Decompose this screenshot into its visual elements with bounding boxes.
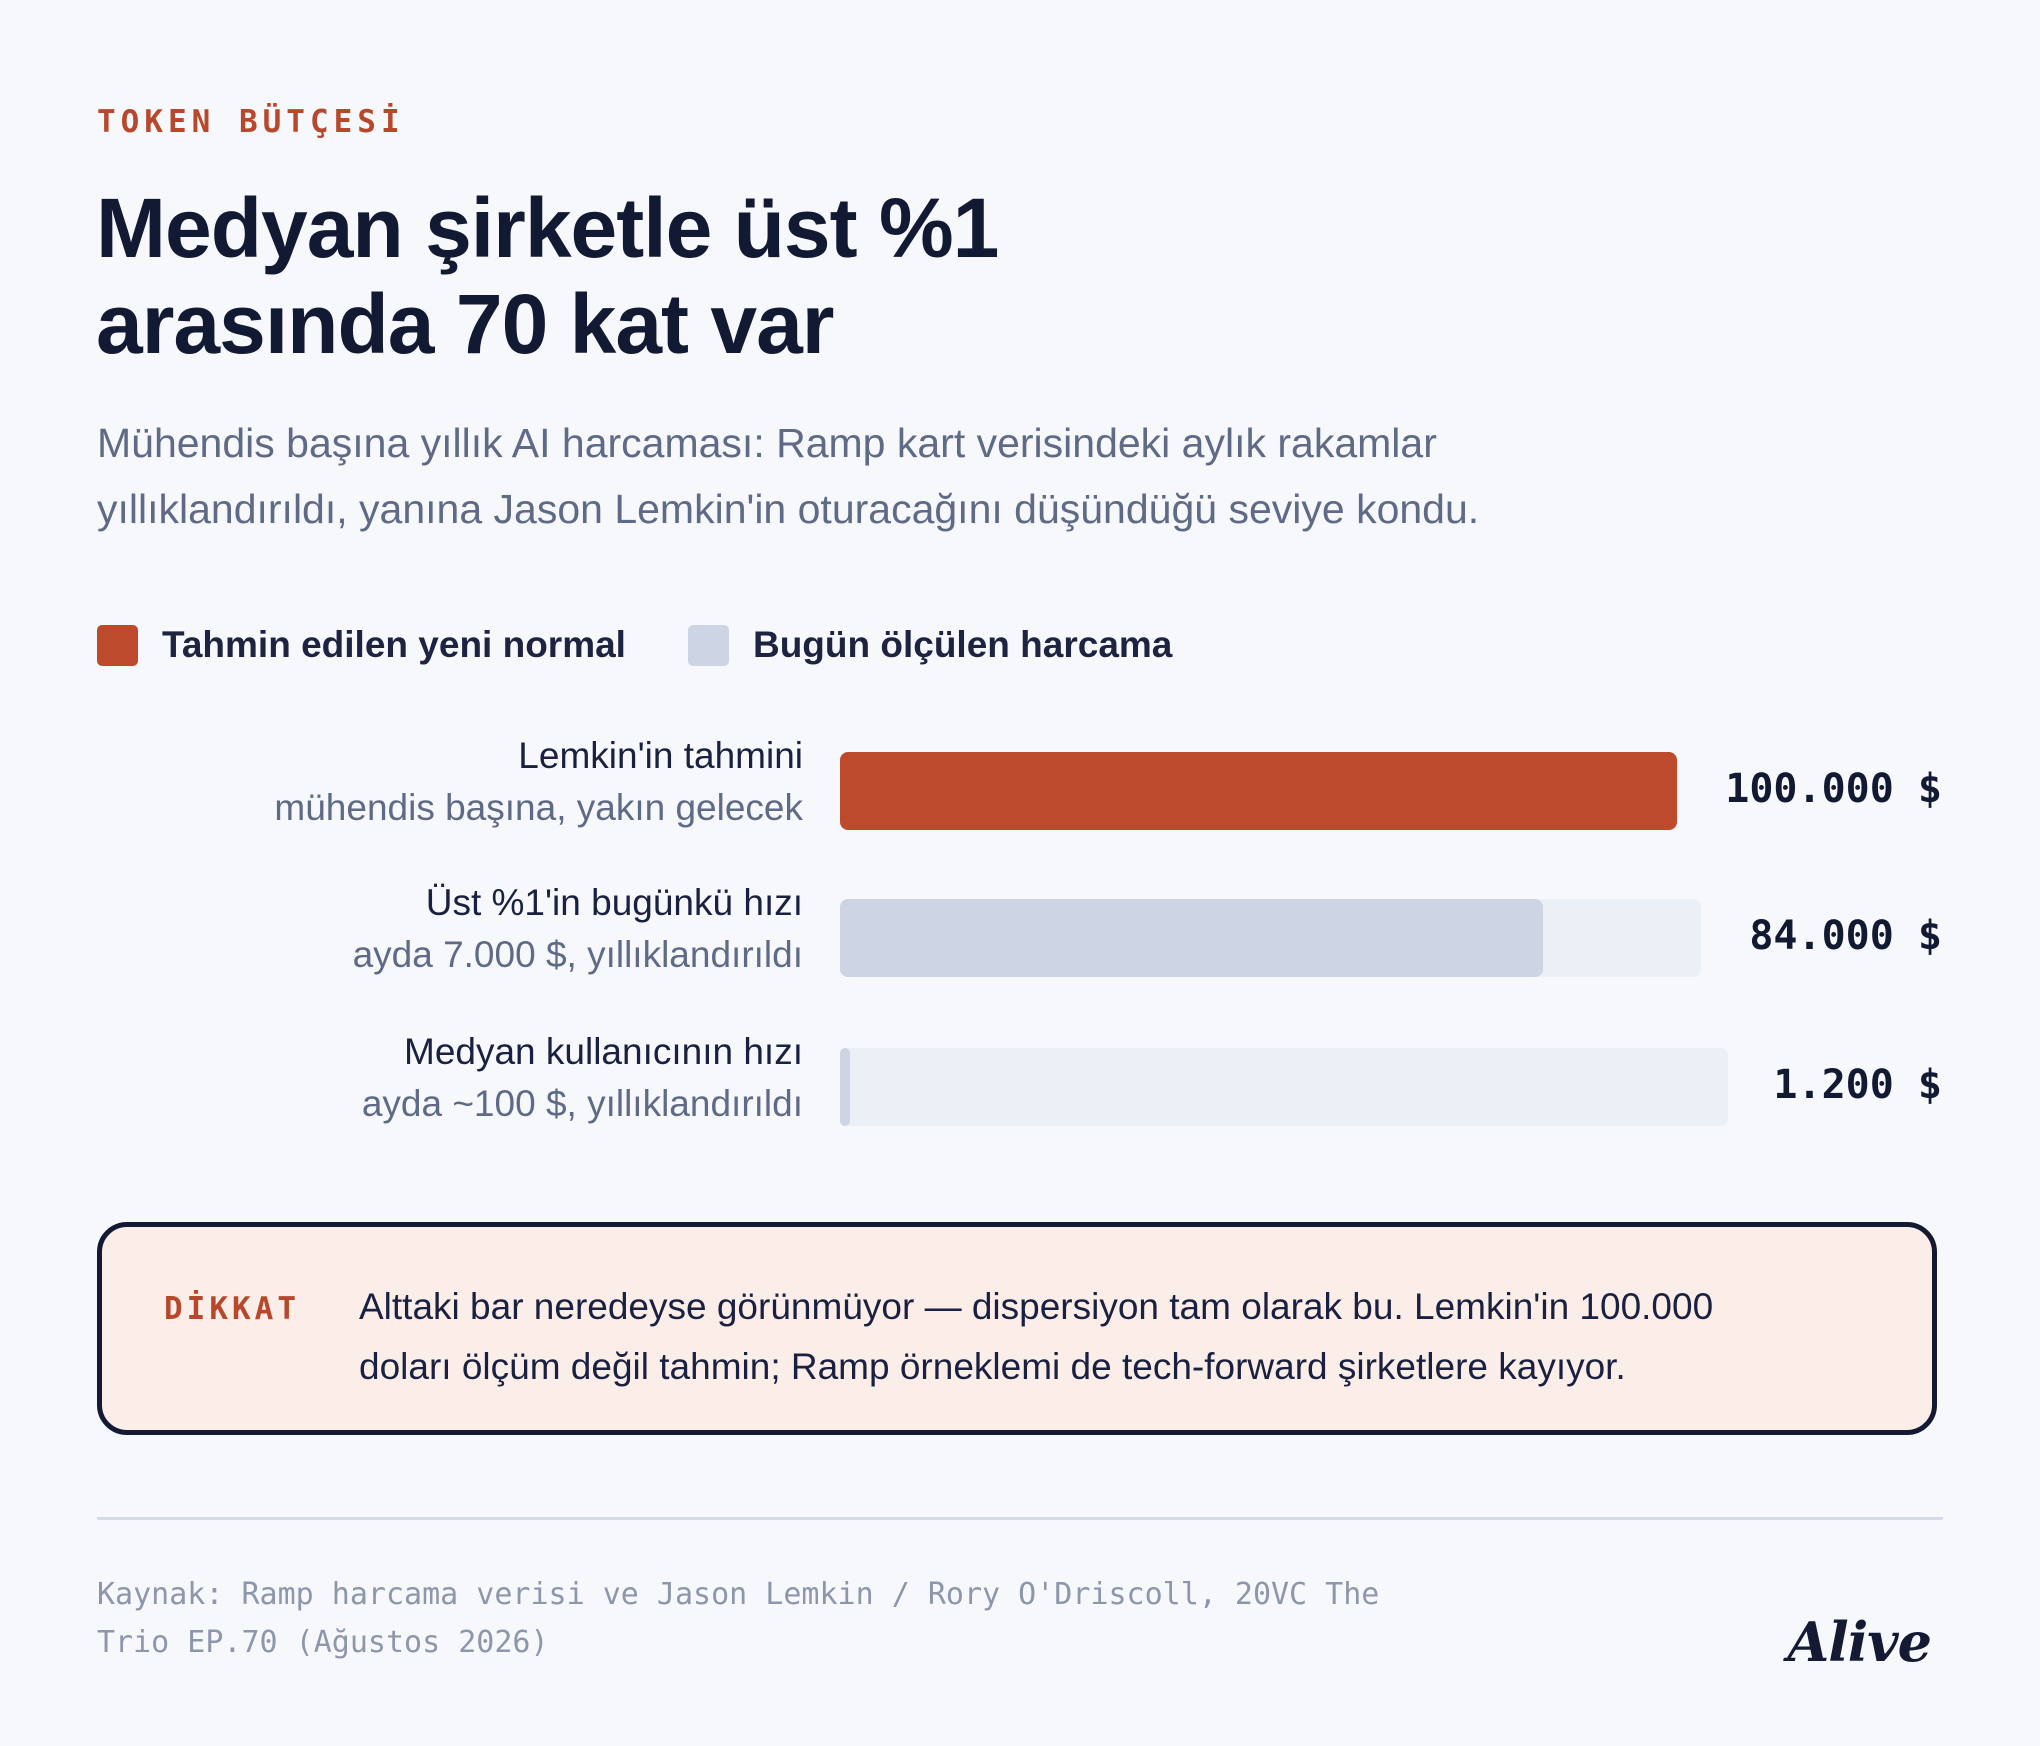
category-label: Üst %1'in bugünkü hızı [425, 882, 803, 923]
bar-track [840, 1048, 1728, 1126]
subtitle-line-1: Mühendis başına yıllık AI harcaması: Ram… [97, 420, 1437, 466]
title-line-2: arasında 70 kat var [96, 277, 834, 371]
category-label: Lemkin'in tahmini [518, 735, 803, 776]
bar-label: Medyan kullanıcının hızı ayda ~100 $, yı… [362, 1026, 803, 1130]
data-label: 84.000 $ [1749, 913, 1942, 959]
note-line-2: doları ölçüm değil tahmin; Ramp örneklem… [359, 1346, 1626, 1387]
legend-label-estimate: Tahmin edilen yeni normal [162, 624, 626, 665]
data-label: 1.200 $ [1773, 1062, 1942, 1108]
source-line-2: Trio EP.70 (Ağustos 2026) [97, 1625, 549, 1660]
bar-label: Lemkin'in tahmini mühendis başına, yakın… [274, 730, 803, 834]
footer-divider [97, 1517, 1943, 1520]
bar-label: Üst %1'in bugünkü hızı ayda 7.000 $, yıl… [353, 877, 803, 981]
note-tag: DİKKAT [164, 1291, 300, 1327]
chart-subtitle: Mühendis başına yıllık AI harcaması: Ram… [97, 410, 1717, 542]
note-text: Alttaki bar neredeyse görünmüyor — dispe… [359, 1277, 1859, 1397]
legend-label-measured: Bugün ölçülen harcama [752, 624, 1173, 665]
category-sublabel: mühendis başına, yakın gelecek [274, 787, 803, 828]
legend-item-estimate: Tahmin edilen yeni normal [97, 624, 626, 666]
bar-track [840, 899, 1701, 977]
note-line-1: Alttaki bar neredeyse görünmüyor — dispe… [359, 1286, 1714, 1327]
title-line-1: Medyan şirketle üst %1 [96, 181, 999, 275]
bar [840, 752, 1677, 830]
category-sublabel: ayda ~100 $, yıllıklandırıldı [361, 1083, 803, 1124]
category-label: Medyan kullanıcının hızı [404, 1031, 803, 1072]
bar-row-top-1-percent: Üst %1'in bugünkü hızı ayda 7.000 $, yıl… [0, 877, 2040, 987]
bar-track [840, 752, 1677, 830]
caution-note: DİKKAT Alttaki bar neredeyse görünmüyor … [97, 1222, 1937, 1435]
category-sublabel: ayda 7.000 $, yıllıklandırıldı [352, 934, 803, 975]
alive-logo: Alive [1787, 1610, 1932, 1674]
source-line-1: Kaynak: Ramp harcama verisi ve Jason Lem… [97, 1577, 1380, 1612]
chart-title: Medyan şirketle üst %1 arasında 70 kat v… [96, 180, 1296, 372]
bar-row-median: Medyan kullanıcının hızı ayda ~100 $, yı… [0, 1026, 2040, 1136]
bar [840, 899, 1543, 977]
bar-row-lemkin: Lemkin'in tahmini mühendis başına, yakın… [0, 730, 2040, 840]
legend: Tahmin edilen yeni normal Bugün ölçülen … [97, 624, 1234, 666]
bar [840, 1048, 850, 1126]
data-label: 100.000 $ [1725, 766, 1942, 812]
source-citation: Kaynak: Ramp harcama verisi ve Jason Lem… [97, 1571, 1577, 1667]
legend-item-measured: Bugün ölçülen harcama [687, 624, 1173, 666]
legend-swatch-measured [687, 624, 729, 666]
eyebrow-label: TOKEN BÜTÇESİ [97, 104, 405, 140]
subtitle-line-2: yıllıklandırıldı, yanına Jason Lemkin'in… [97, 486, 1480, 532]
legend-swatch-estimate [97, 624, 138, 666]
